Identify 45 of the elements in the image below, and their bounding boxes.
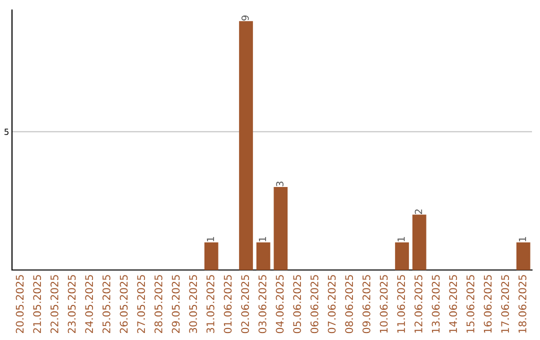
x-tick-label: 26.05.2025 <box>120 275 128 334</box>
x-tick-label: 09.06.2025 <box>362 275 370 334</box>
x-tick-label: 21.05.2025 <box>33 275 42 334</box>
x-tick-label: 24.05.2025 <box>85 275 94 334</box>
bar <box>516 242 530 270</box>
bar <box>239 21 253 270</box>
x-tick-label: 08.06.2025 <box>345 275 354 334</box>
data-label: 9 <box>241 16 249 20</box>
x-tick-label: 10.06.2025 <box>380 275 388 333</box>
x-tick-label: 30.05.2025 <box>189 275 198 334</box>
bar <box>412 214 426 270</box>
x-tick-label: 29.05.2025 <box>172 275 180 334</box>
x-tick-label: 12.06.2025 <box>414 275 422 333</box>
x-tick-label: 16.06.2025 <box>484 275 492 333</box>
x-tick-label: 18.06.2025 <box>518 275 526 333</box>
x-tick-label: 13.06.2025 <box>432 275 440 333</box>
data-label: 1 <box>398 237 405 242</box>
data-label: 1 <box>206 237 214 242</box>
data-label: 2 <box>414 209 422 214</box>
x-tick-label: 25.05.2025 <box>102 275 110 334</box>
data-label: 3 <box>276 182 284 186</box>
x-tick-label: 20.05.2025 <box>16 275 24 334</box>
x-tick-label: 14.06.2025 <box>449 275 458 333</box>
data-label: 1 <box>518 237 526 242</box>
x-tick-label: 22.05.2025 <box>50 275 58 334</box>
x-tick-label: 03.06.2025 <box>258 275 266 334</box>
x-tick-label: 07.06.2025 <box>328 275 336 334</box>
bar <box>274 187 288 270</box>
x-tick-label: 01.06.2025 <box>224 275 232 334</box>
x-tick-label: 15.06.2025 <box>466 275 474 333</box>
x-tick-label: 02.06.2025 <box>241 275 250 334</box>
bar <box>204 242 218 270</box>
x-tick-label: 28.05.2025 <box>154 275 162 334</box>
x-tick-label: 04.06.2025 <box>276 275 284 334</box>
x-tick-label: 23.05.2025 <box>68 275 76 334</box>
x-tick-label: 17.06.2025 <box>501 275 510 333</box>
bar <box>256 242 270 270</box>
x-tick-label: 05.06.2025 <box>293 275 302 334</box>
x-tick-label: 06.06.2025 <box>310 275 318 334</box>
x-tick-label: 31.05.2025 <box>206 275 214 334</box>
bar <box>395 242 409 270</box>
x-tick-label: 27.05.2025 <box>137 275 146 334</box>
x-tick-label: 11.06.2025 <box>397 275 406 333</box>
y-tick-label: 5 <box>4 128 8 135</box>
data-label: 1 <box>258 237 266 242</box>
